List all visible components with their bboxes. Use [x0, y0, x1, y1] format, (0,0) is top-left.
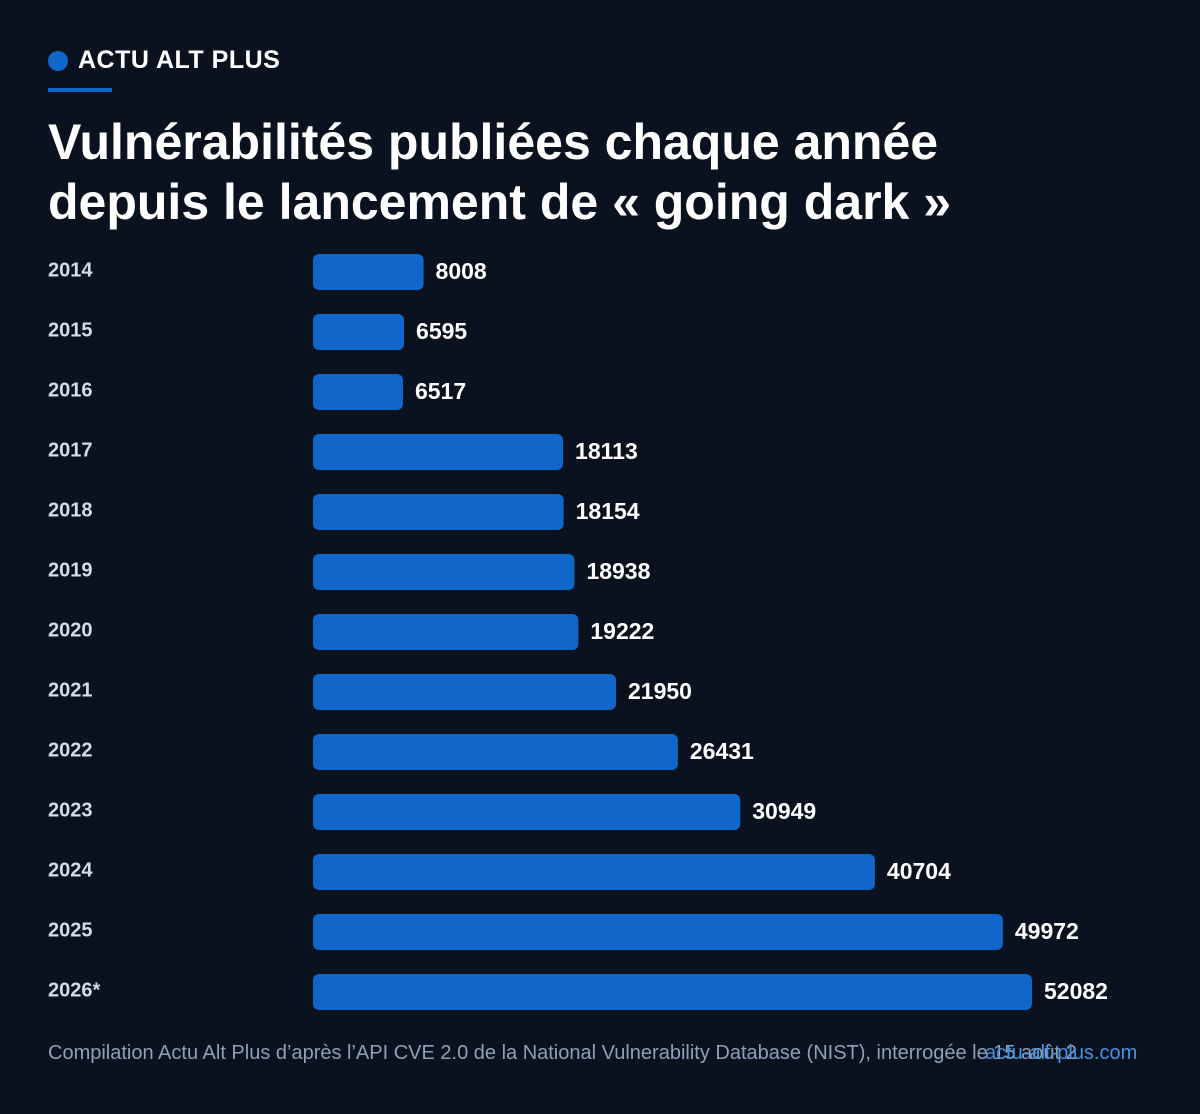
bar-2025: [313, 914, 1003, 950]
bar-2018: [313, 494, 564, 530]
value-label-2019: 18938: [586, 558, 650, 584]
chart-title: Vulnérabilités publiées chaque année dep…: [48, 112, 1168, 232]
brand-dot-icon: [48, 50, 68, 71]
value-label-2020: 19222: [590, 618, 654, 644]
category-label-2026: 2026*: [48, 979, 100, 1001]
source-note: Compilation Actu Alt Plus d’après l’API …: [48, 1042, 1077, 1064]
category-label-2020: 2020: [48, 619, 93, 641]
bar-2017: [313, 434, 564, 470]
category-label-2017: 2017: [48, 439, 93, 461]
category-label-2015: 2015: [48, 319, 93, 341]
category-label-2018: 2018: [48, 499, 93, 521]
bar-2020: [313, 614, 579, 650]
category-label-2014: 2014: [48, 259, 93, 281]
bar-2015: [313, 314, 405, 350]
value-label-2025: 49972: [1015, 918, 1079, 944]
bar-2023: [313, 794, 741, 830]
bar-2026: [313, 974, 1032, 1010]
site-link[interactable]: actu-alt-plus.com: [985, 1042, 1138, 1064]
value-label-2023: 30949: [752, 798, 816, 824]
chart-title-line-2: depuis le lancement de « going dark »: [48, 174, 952, 230]
brand: ACTU ALT PLUS: [48, 46, 280, 75]
value-label-2021: 21950: [628, 678, 692, 704]
value-label-2014: 8008: [436, 258, 487, 284]
value-label-2026: 52082: [1044, 978, 1108, 1004]
bar-chart: 2014 8008 2015 6595 2016 6517 2017 18113 2018 181…: [48, 254, 1108, 1010]
value-label-2022: 26431: [690, 738, 754, 764]
category-label-2016: 2016: [48, 379, 93, 401]
bar-2014: [313, 254, 424, 290]
value-label-2015: 6595: [416, 318, 467, 344]
category-label-2025: 2025: [48, 919, 93, 941]
value-label-2018: 18154: [576, 498, 640, 524]
category-label-2024: 2024: [48, 859, 93, 881]
bar-2019: [313, 554, 575, 590]
bar-2024: [313, 854, 875, 890]
value-label-2017: 18113: [575, 438, 638, 464]
category-label-2023: 2023: [48, 799, 93, 821]
category-label-2019: 2019: [48, 559, 93, 581]
category-label-2022: 2022: [48, 739, 93, 761]
bar-2022: [313, 734, 678, 770]
value-label-2024: 40704: [887, 858, 951, 884]
value-label-2016: 6517: [415, 378, 466, 404]
category-label-2021: 2021: [48, 679, 93, 701]
bar-2021: [313, 674, 617, 710]
brand-name: ACTU ALT PLUS: [78, 46, 281, 74]
brand-underline: [48, 88, 112, 92]
chart-title-line-1: Vulnérabilités publiées chaque année: [48, 114, 939, 170]
bar-2016: [313, 374, 403, 410]
